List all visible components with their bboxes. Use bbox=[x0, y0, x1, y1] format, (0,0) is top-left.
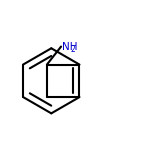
Text: 2: 2 bbox=[70, 45, 75, 54]
Text: NH: NH bbox=[62, 41, 77, 52]
